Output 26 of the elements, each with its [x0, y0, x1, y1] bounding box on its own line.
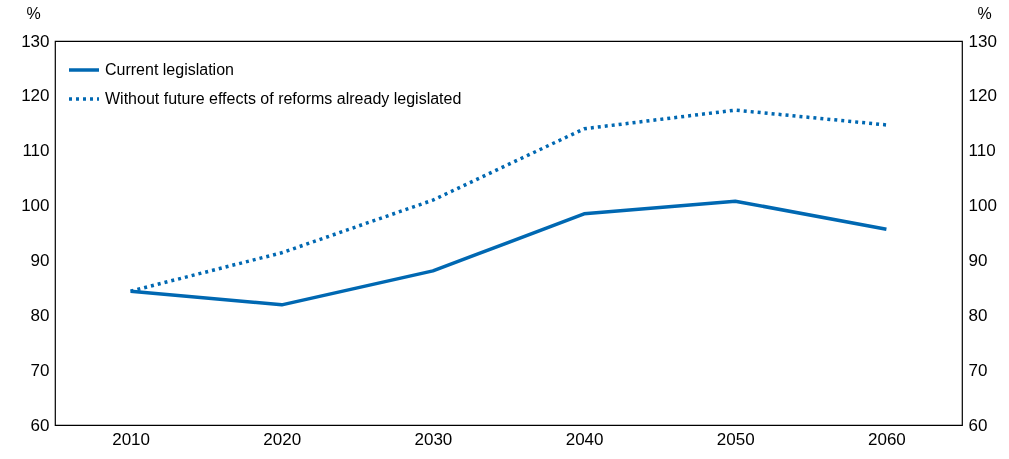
- y2-tick-label: 130: [968, 31, 997, 51]
- y-tick-label: 80: [30, 305, 50, 325]
- x-tick-label: 2050: [716, 429, 755, 449]
- x-tick-label: 2060: [868, 429, 906, 449]
- y2-tick-label: 60: [968, 415, 988, 435]
- legend-label: Without future effects of reforms already legislated: [105, 90, 462, 107]
- y-tick-label: 70: [30, 360, 50, 380]
- x-tick-label: 2020: [263, 429, 302, 449]
- x-tick-label: 2010: [112, 429, 150, 449]
- y2-axis-title: %: [977, 4, 992, 22]
- y-tick-label: 90: [30, 250, 50, 270]
- y2-tick-label: 100: [968, 196, 997, 216]
- y-tick-label: 120: [21, 86, 50, 106]
- y2-tick-label: 110: [968, 141, 996, 161]
- y-tick-label: 130: [21, 31, 50, 51]
- x-tick-label: 2030: [414, 429, 453, 449]
- y-tick-label: 60: [30, 415, 50, 435]
- y-axis-title: %: [26, 4, 41, 22]
- y-tick-label: 100: [21, 196, 50, 216]
- y2-tick-label: 90: [968, 250, 988, 270]
- y-tick-label: 110: [22, 141, 50, 161]
- y2-tick-label: 120: [968, 86, 997, 106]
- y2-tick-label: 70: [968, 360, 988, 380]
- legend-label: Current legislation: [105, 61, 234, 78]
- x-tick-label: 2040: [565, 429, 604, 449]
- y2-tick-label: 80: [968, 305, 988, 325]
